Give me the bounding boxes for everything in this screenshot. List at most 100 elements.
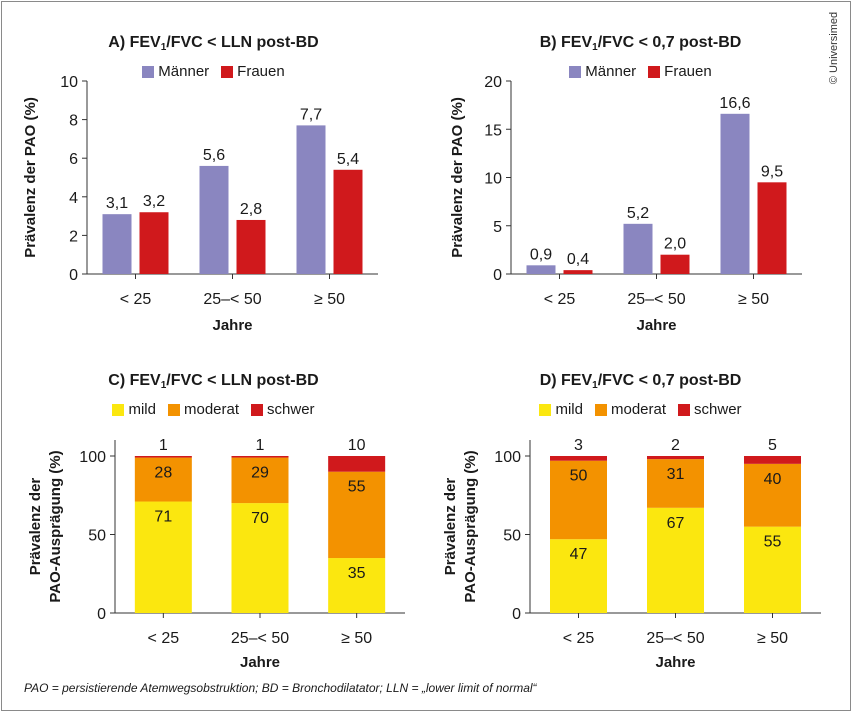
legend-item-moderat: moderat [167,401,240,418]
legend-label: Frauen [664,63,712,80]
title-suffix: /FVC < LLN post-BD [166,34,319,51]
data-label: 3,2 [143,193,165,210]
bar-segment-moderat [231,457,289,504]
bar-segment-schwer [134,456,192,458]
segment-label-mild: 70 [251,510,269,527]
bar-segment-mild [647,507,704,613]
legend-label: schwer [694,401,742,418]
bar-segment-schwer [231,456,289,458]
segment-label-schwer: 3 [574,437,583,454]
chart-title-b: B) FEV1/FVC < 0,7 post-BD [427,34,854,53]
legend-swatch-schwer [251,403,264,416]
legend-item-schwer: schwer [251,401,315,418]
y-tick-label: 0 [97,606,106,623]
y-tick-label: 100 [494,449,521,466]
chart-svg-a: 0 2 4 6 8 10 Prävalenz der PAO (%) < 25 3,1 3,2 25… [22,74,378,334]
segment-label-schwer: 10 [348,437,366,454]
x-tick-label: ≥ 50 [341,630,372,647]
segment-label-schwer: 1 [159,437,168,454]
x-axis-title: Jahre [240,654,280,670]
x-tick-label: < 25 [544,291,576,308]
bar-männer [526,265,556,274]
legend-swatch-maenner [142,65,155,78]
y-tick-label: 10 [484,171,502,188]
x-axis-title: Jahre [636,317,676,334]
legend-swatch-frauen [221,65,234,78]
segment-label-mild: 55 [764,534,782,551]
title-suffix: /FVC < 0,7 post-BD [597,372,742,389]
segment-label-moderat: 31 [667,466,685,483]
bar-frauen [236,219,266,274]
segment-label-moderat: 55 [348,479,366,496]
data-label: 3,1 [106,195,128,212]
y-axis-title: Prävalenz der [27,478,44,576]
footnote: PAO = persistierende Atemwegsobstruktion… [24,681,537,695]
chart-panel-c: C) FEV1/FVC < LLN post-BD mild moderat s… [0,360,427,670]
chart-panel-a: A) FEV1/FVC < LLN post-BD Männer Frauen … [0,0,427,340]
legend-label: Frauen [237,63,285,80]
chart-svg-d: 0 50 100 Prävalenz der PAO-Ausprägung (%) < 2… [442,437,821,670]
title-subscript: 1 [160,380,167,391]
legend-c: mild moderat schwer [0,401,427,418]
bar-frauen [757,182,787,274]
x-tick-label: < 25 [120,291,152,308]
bar-segment-mild [550,539,607,613]
title-subscript: 1 [592,380,598,391]
y-tick-label: 6 [69,151,78,168]
segment-label-schwer: 1 [256,437,265,454]
bar-segment-moderat [744,463,801,527]
legend-swatch-frauen [648,65,661,78]
data-label: 5,6 [203,147,225,164]
x-tick-label: 25–< 50 [231,630,289,647]
bar-frauen [660,254,690,274]
legend-swatch-mild [539,403,552,416]
y-axis-title: PAO-Ausprägung (%) [47,450,64,602]
bar-frauen [333,169,363,274]
y-tick-label: 10 [60,74,78,91]
y-tick-label: 0 [69,267,78,284]
title-subscript: 1 [592,42,598,53]
bar-frauen [563,270,593,274]
legend-b: Männer Frauen [427,63,854,80]
y-tick-label: 0 [493,267,502,284]
legend-label: mild [555,401,583,418]
legend-label: moderat [183,401,240,418]
chart-svg-c: 0 50 100 Prävalenz der PAO-Ausprägung (%) < 2… [27,437,405,670]
y-tick-label: 2 [69,228,78,245]
y-tick-label: 5 [493,219,502,236]
title-suffix: /FVC < LLN post-BD [166,372,319,389]
title-prefix: B) FEV [539,34,593,51]
chart-svg-b: 0 5 10 15 20 Prävalenz der PAO (%) < 25 0,9 0,4 2… [449,74,802,334]
segment-label-moderat: 50 [570,468,588,485]
title-prefix: A) FEV [108,34,161,51]
y-tick-label: 50 [88,528,106,545]
bar-segment-mild [134,501,192,613]
x-axis-title: Jahre [655,654,695,670]
bar-segment-mild [744,526,801,613]
legend-item-maenner: Männer [142,63,209,80]
y-tick-label: 100 [79,449,106,466]
legend-item-frauen: Frauen [221,63,285,80]
bar-frauen [139,212,169,274]
title-prefix: D) FEV [539,372,593,389]
legend-label: mild [128,401,156,418]
bar-männer [199,165,229,274]
legend-item-mild: mild [112,401,156,418]
legend-item-moderat: moderat [594,401,666,418]
legend-item-frauen: Frauen [648,63,712,80]
data-label: 7,7 [300,106,322,123]
segment-label-mild: 47 [570,546,588,563]
y-tick-label: 8 [69,113,78,130]
x-tick-label: ≥ 50 [314,291,345,308]
bar-segment-moderat [328,471,386,559]
bar-segment-moderat [134,457,192,502]
data-label: 2,0 [664,236,686,253]
y-tick-label: 15 [484,122,502,139]
bar-segment-schwer [328,456,386,472]
segment-label-mild: 71 [154,509,172,526]
legend-label: schwer [267,401,315,418]
bar-segment-mild [231,503,289,613]
segment-label-moderat: 40 [764,471,782,488]
data-label: 5,2 [627,205,649,222]
